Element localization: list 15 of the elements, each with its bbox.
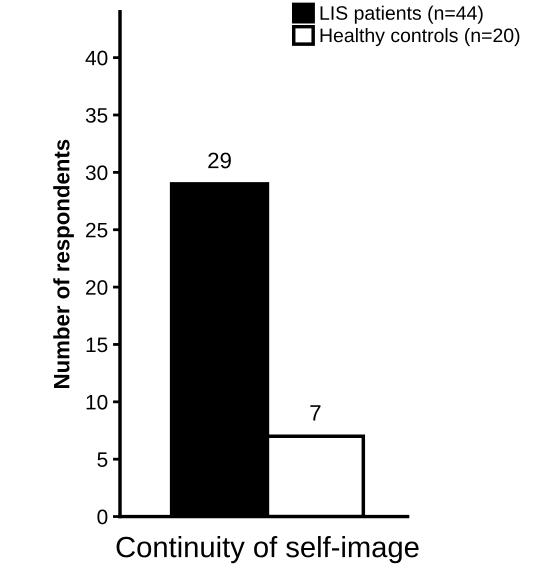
y-tick-label: 5	[97, 452, 108, 467]
y-tick-label: 10	[86, 394, 108, 410]
legend-label: LIS patients (n=44)	[320, 6, 483, 24]
y-tick-label: 15	[86, 338, 108, 352]
y-axis-title: Number of respondents	[53, 140, 74, 388]
x-tick-label: Continuity of self-image	[116, 536, 419, 564]
y-tick-label: 40	[86, 50, 108, 66]
data-label: 29	[208, 152, 231, 168]
y-tick-label: 20	[86, 280, 108, 295]
y-tick-label: 25	[86, 222, 108, 238]
legend-label: Healthy controls (n=20)	[320, 28, 520, 46]
y-tick-label: 0	[97, 510, 108, 524]
y-tick-label: 35	[86, 108, 108, 123]
data-label: 7	[310, 405, 320, 421]
y-tick-label: 30	[86, 165, 108, 180]
